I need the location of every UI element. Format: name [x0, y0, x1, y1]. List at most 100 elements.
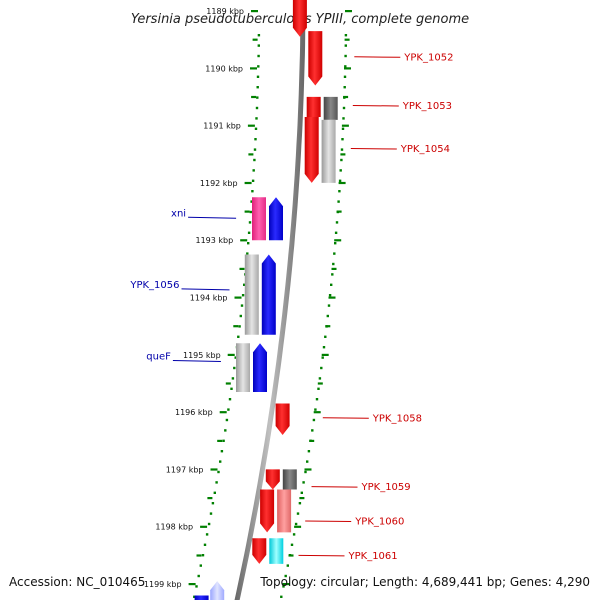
- gene-feature[interactable]: [265, 469, 280, 490]
- gene-label-ypk_1060[interactable]: YPK_1060: [354, 517, 404, 528]
- label-leader-line: [311, 486, 358, 488]
- label-leader-line: [305, 520, 352, 522]
- gene-label-ypk_1054[interactable]: YPK_1054: [400, 144, 450, 155]
- tick-mark-minor: [196, 554, 202, 557]
- tick-label: 1194 kbp: [190, 294, 228, 303]
- topology-text: Topology: circular; Length: 4,689,441 bp…: [259, 575, 590, 589]
- track-dot: [197, 574, 200, 578]
- gene-label-ypk_1056[interactable]: YPK_1056: [129, 280, 179, 291]
- tick-label: 1199 kbp: [144, 580, 182, 589]
- tick-mark-major: [328, 296, 336, 299]
- track-dot: [253, 158, 256, 162]
- tick-mark-major: [313, 411, 321, 414]
- gene-feature[interactable]: [253, 343, 267, 392]
- track-dot: [239, 314, 242, 318]
- tick-mark-major: [240, 239, 248, 242]
- tick-mark-major: [188, 583, 196, 586]
- gene-feature[interactable]: [304, 117, 319, 183]
- track-dot: [342, 117, 345, 120]
- track-dot: [343, 75, 347, 78]
- gene-label-quef[interactable]: queF: [146, 352, 171, 363]
- track-dot: [306, 460, 309, 463]
- track-dot: [280, 595, 283, 598]
- gene-feature[interactable]: [277, 489, 292, 533]
- track-dot: [312, 418, 316, 422]
- gene-label-ypk_1053[interactable]: YPK_1053: [402, 101, 452, 112]
- track-dot: [296, 512, 300, 515]
- track-dot: [290, 543, 294, 546]
- gene-feature[interactable]: [269, 538, 284, 564]
- track-dot: [237, 335, 240, 338]
- gene-feature[interactable]: [244, 254, 259, 335]
- track-dot: [256, 75, 260, 78]
- track-dot: [251, 190, 254, 193]
- track-dot: [328, 294, 332, 297]
- tick-mark-major: [244, 181, 252, 185]
- track-dot: [228, 398, 232, 401]
- tick-mark-major: [200, 525, 208, 528]
- track-dot: [209, 512, 213, 515]
- track-dot: [220, 450, 224, 453]
- tick-mark-major: [219, 411, 227, 414]
- track-dot: [314, 408, 317, 411]
- track-dot: [254, 127, 258, 130]
- tick-mark-minor: [336, 210, 342, 213]
- gene-label-ypk_1061[interactable]: YPK_1061: [348, 551, 398, 562]
- gene-feature[interactable]: [323, 96, 338, 120]
- gene-feature[interactable]: [194, 595, 209, 600]
- gene-feature[interactable]: [261, 254, 276, 335]
- tick-label: 1192 kbp: [200, 179, 238, 188]
- gene-feature[interactable]: [210, 581, 225, 600]
- gene-features: [194, 0, 338, 600]
- gene-label-ypk_1052[interactable]: YPK_1052: [403, 52, 453, 63]
- tick-mark-major: [344, 67, 351, 70]
- track-dot: [320, 366, 323, 370]
- gene-label-ypk_1059[interactable]: YPK_1059: [361, 482, 411, 493]
- tick-mark-minor: [225, 382, 231, 385]
- track-dot: [315, 398, 319, 401]
- gene-feature[interactable]: [252, 197, 266, 241]
- tick-mark-minor: [233, 325, 239, 328]
- gene-feature[interactable]: [308, 31, 323, 86]
- track-dot: [238, 325, 241, 328]
- track-dot: [338, 190, 341, 193]
- gene-feature[interactable]: [292, 0, 307, 37]
- tick-mark-major: [282, 583, 290, 586]
- track-dot: [217, 470, 220, 474]
- gene-feature[interactable]: [321, 119, 336, 183]
- track-dot: [344, 34, 348, 37]
- tick-label: 1190 kbp: [205, 64, 243, 73]
- track-dot: [241, 294, 245, 297]
- track-dot: [224, 429, 227, 432]
- gene-labels: YPK_1052 YPK_1053 YPK_1054 YPK_1058 YPK_1059…: [129, 52, 453, 562]
- gene-label-ypk_1058[interactable]: YPK_1058: [372, 413, 422, 424]
- gene-feature[interactable]: [236, 343, 250, 392]
- tick-mark-minor: [239, 267, 245, 270]
- gene-feature[interactable]: [269, 197, 283, 241]
- tick-mark-major: [227, 353, 235, 356]
- track-dot: [250, 200, 253, 203]
- track-dot: [246, 252, 249, 255]
- track-dot: [340, 148, 344, 151]
- track-dot: [298, 502, 302, 505]
- track-dot: [318, 377, 322, 380]
- gene-feature[interactable]: [282, 469, 297, 490]
- gene-label-xni[interactable]: xni: [171, 208, 186, 219]
- label-leader-line: [172, 360, 221, 362]
- track-dot: [326, 314, 329, 318]
- label-leader-line: [322, 417, 369, 419]
- tick-label: 1198 kbp: [155, 523, 193, 532]
- gene-feature[interactable]: [260, 489, 275, 533]
- track-dot: [311, 429, 314, 432]
- gene-feature[interactable]: [275, 403, 290, 436]
- gene-feature[interactable]: [252, 538, 267, 564]
- track-dot: [252, 169, 255, 172]
- tick-mark-minor: [340, 153, 346, 156]
- tick-mark-minor: [217, 439, 223, 442]
- track-dot: [222, 439, 225, 442]
- track-dot: [256, 96, 259, 99]
- gene-feature[interactable]: [306, 96, 321, 117]
- label-leader-line: [352, 105, 399, 107]
- track-dot: [284, 574, 287, 578]
